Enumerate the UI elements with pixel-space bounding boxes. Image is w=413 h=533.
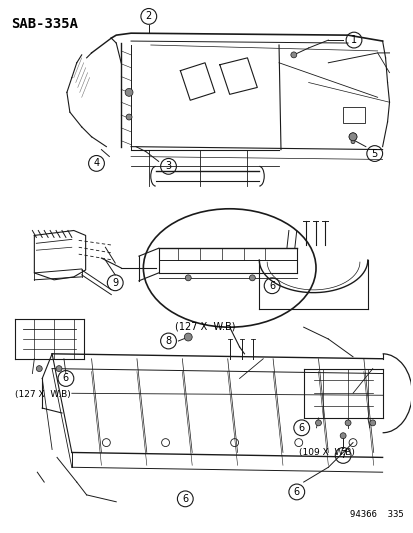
Circle shape — [344, 420, 350, 426]
Text: 6: 6 — [293, 487, 299, 497]
Text: 9: 9 — [112, 278, 118, 288]
Text: SAB-335A: SAB-335A — [11, 18, 78, 31]
Circle shape — [339, 433, 345, 439]
Circle shape — [126, 114, 132, 120]
Text: (109 X  W.B): (109 X W.B) — [298, 448, 354, 457]
Text: 94366  335: 94366 335 — [349, 510, 402, 519]
Circle shape — [369, 420, 375, 426]
Text: 1: 1 — [350, 35, 356, 45]
Circle shape — [350, 140, 354, 144]
Circle shape — [315, 420, 320, 426]
Circle shape — [36, 366, 42, 372]
Circle shape — [56, 366, 62, 372]
Text: 7: 7 — [339, 450, 345, 461]
Text: 2: 2 — [145, 11, 152, 21]
Circle shape — [184, 333, 192, 341]
Text: 4: 4 — [93, 158, 99, 168]
Circle shape — [125, 88, 133, 96]
Circle shape — [348, 133, 356, 141]
Circle shape — [249, 275, 255, 281]
Text: 6: 6 — [298, 423, 304, 433]
Circle shape — [348, 133, 356, 141]
Text: (127 X  W.B): (127 X W.B) — [14, 390, 70, 399]
Text: (127 X  W.B): (127 X W.B) — [175, 321, 235, 331]
Text: 3: 3 — [165, 161, 171, 172]
Text: 6: 6 — [63, 374, 69, 383]
Text: 6: 6 — [268, 281, 275, 290]
Circle shape — [185, 275, 191, 281]
Bar — [342, 107, 364, 123]
Text: 8: 8 — [165, 336, 171, 346]
Circle shape — [290, 52, 296, 58]
Text: 5: 5 — [371, 149, 377, 158]
Text: 6: 6 — [182, 494, 188, 504]
